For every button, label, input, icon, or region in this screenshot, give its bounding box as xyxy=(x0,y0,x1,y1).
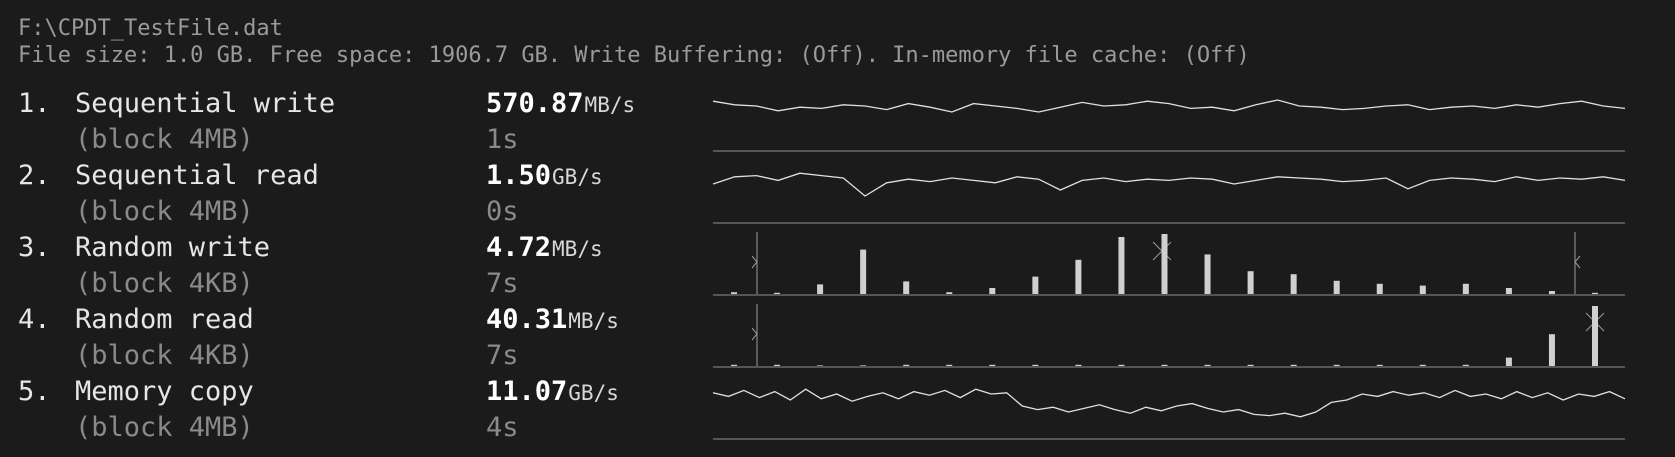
histogram-bar xyxy=(1290,274,1297,294)
histogram-bar xyxy=(1075,364,1082,366)
file-path: F:\CPDT_TestFile.dat xyxy=(18,16,283,41)
histogram-bar xyxy=(1376,364,1383,366)
test-name: Random read xyxy=(75,304,254,335)
histogram-bar xyxy=(860,249,867,294)
test-name: Memory copy xyxy=(75,376,254,407)
test-time: 4s xyxy=(486,412,519,443)
speed-value: 40.31 xyxy=(486,304,567,335)
histogram-bar xyxy=(1548,334,1555,366)
test-name: Sequential read xyxy=(75,160,319,191)
histogram-bar xyxy=(860,365,867,366)
histogram-bar xyxy=(1204,364,1211,366)
test-number: 4. xyxy=(18,304,51,335)
test-time: 7s xyxy=(486,268,519,299)
block-size: (block 4MB) xyxy=(75,196,254,227)
histogram-bar xyxy=(817,365,824,366)
file-info: File size: 1.0 GB. Free space: 1906.7 GB… xyxy=(18,43,1250,68)
histogram-bar xyxy=(1505,357,1512,366)
histogram-bar xyxy=(731,292,737,294)
test-number: 5. xyxy=(18,376,51,407)
speed-unit: GB/s xyxy=(568,381,619,405)
sparkline xyxy=(712,388,1626,418)
histogram-bar xyxy=(1419,364,1426,366)
histogram-bar xyxy=(1032,276,1039,294)
histogram-bar xyxy=(946,292,953,294)
histogram-bar xyxy=(1118,364,1125,366)
block-size: (block 4MB) xyxy=(75,412,254,443)
histogram-bar xyxy=(1462,364,1469,366)
block-size: (block 4KB) xyxy=(75,268,254,299)
histogram-bar xyxy=(1247,364,1254,366)
speed-value: 1.50 xyxy=(486,160,551,191)
histogram-bar xyxy=(1333,364,1340,366)
speed-unit: MB/s xyxy=(568,309,619,333)
sparkline xyxy=(712,99,1626,113)
speed-unit: GB/s xyxy=(552,165,603,189)
histogram-bar xyxy=(1075,259,1082,294)
test-time: 0s xyxy=(486,196,519,227)
test-name: Random write xyxy=(75,232,270,263)
block-size: (block 4KB) xyxy=(75,340,254,371)
histogram-bar xyxy=(1376,283,1383,294)
histogram-bar xyxy=(903,364,910,366)
histogram-bar xyxy=(774,364,781,366)
histogram-bar xyxy=(1204,254,1211,294)
histogram-bar xyxy=(731,364,737,366)
test-time: 1s xyxy=(486,124,519,155)
histogram-bar xyxy=(1548,291,1555,294)
histogram-bar xyxy=(903,281,910,294)
histogram-bar xyxy=(946,364,953,366)
histogram-bar xyxy=(1462,283,1469,294)
test-number: 3. xyxy=(18,232,51,263)
markers xyxy=(751,232,1605,366)
sparkline xyxy=(712,172,1626,197)
histogram-bar xyxy=(817,284,824,294)
speed-value: 11.07 xyxy=(486,376,567,407)
test-name: Sequential write xyxy=(75,88,335,119)
histogram-bar xyxy=(1247,271,1254,294)
speed-unit: MB/s xyxy=(585,93,636,117)
histogram-bar xyxy=(1118,237,1125,294)
histogram-bar xyxy=(774,292,781,294)
histogram-bar xyxy=(1592,306,1598,366)
test-number: 2. xyxy=(18,160,51,191)
histogram-bar xyxy=(1290,364,1297,366)
histogram-bar xyxy=(1161,234,1168,294)
histogram-bar xyxy=(1032,364,1039,366)
speed-unit: MB/s xyxy=(552,237,603,261)
test-number: 1. xyxy=(18,88,51,119)
histogram-bar xyxy=(1505,288,1512,294)
histogram-bar xyxy=(1333,280,1340,294)
histogram-bar xyxy=(989,288,996,294)
test-time: 7s xyxy=(486,340,519,371)
histogram-bar xyxy=(1161,364,1168,366)
speed-value: 570.87 xyxy=(486,88,584,119)
block-size: (block 4MB) xyxy=(75,124,254,155)
histogram-bar xyxy=(1592,292,1598,294)
histogram-bar xyxy=(989,364,996,366)
histogram-bar xyxy=(1419,285,1426,294)
speed-value: 4.72 xyxy=(486,232,551,263)
